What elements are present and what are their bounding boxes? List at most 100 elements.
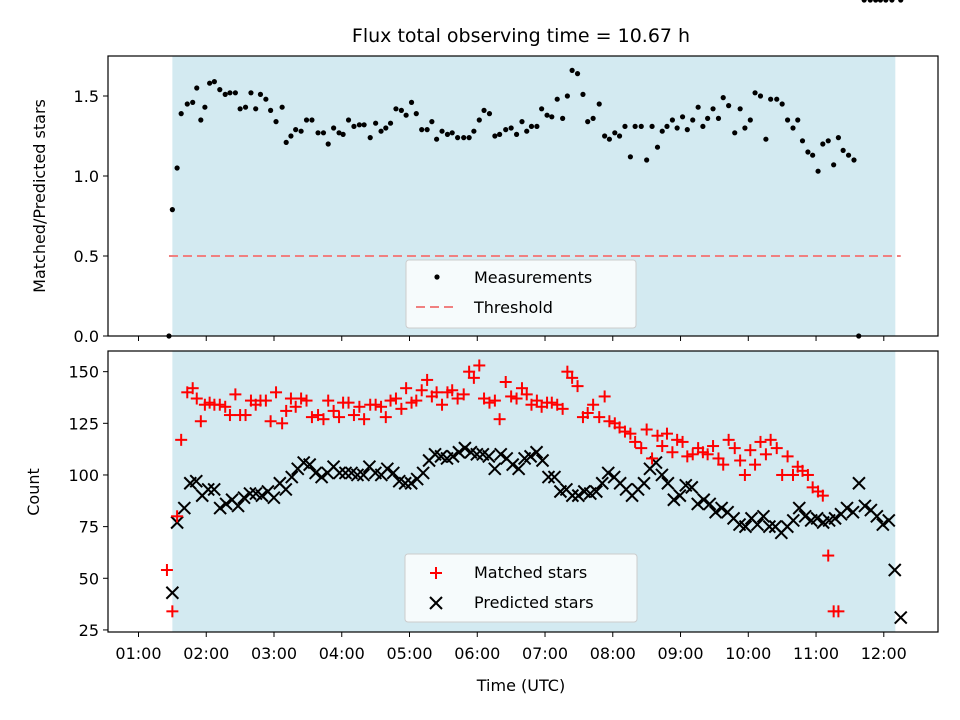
matched-star-marker [734, 454, 747, 467]
matched-star-marker [160, 564, 173, 577]
measurement-point [309, 117, 315, 123]
measurement-point [325, 141, 331, 147]
measurement-point [378, 128, 384, 134]
predicted-star-marker [595, 476, 609, 490]
predicted-star-marker [601, 466, 615, 480]
measurement-point [340, 131, 346, 137]
measurement-point [190, 99, 196, 105]
x-tick-label: 12:00 [861, 644, 907, 663]
x-tick-label: 09:00 [657, 644, 703, 663]
predicted-star-marker [314, 470, 329, 484]
measurement-point [288, 133, 294, 139]
matched-star-marker [640, 423, 653, 436]
predicted-star-marker [655, 468, 669, 482]
measurement-point [524, 128, 530, 134]
measurement-point [669, 117, 676, 123]
measurement-point [569, 67, 575, 73]
measurement-point [513, 131, 520, 137]
matched-star-marker [520, 388, 533, 401]
matched-star-marker [473, 359, 486, 372]
measurement-point [726, 103, 732, 109]
x-tick-label: 02:00 [183, 644, 229, 663]
predicted-star-marker [786, 513, 800, 528]
predicted-star-marker [189, 474, 203, 488]
predicted-star-marker [661, 476, 675, 490]
measurement-point [169, 207, 175, 213]
matched-star-marker [686, 448, 699, 461]
measurement-point [883, 0, 889, 3]
measurement-point [684, 127, 690, 133]
measurement-point [257, 91, 264, 97]
measurement-point [695, 104, 701, 110]
measurement-point [820, 141, 826, 147]
predicted-star-marker [243, 486, 257, 501]
matched-star-marker [305, 411, 318, 424]
matched-star-marker [701, 448, 714, 461]
measurement-point [503, 127, 509, 133]
measurement-point [877, 0, 884, 3]
matched-star-marker [707, 440, 720, 453]
legend-measurements-label: Measurements [474, 268, 592, 287]
measurement-point [486, 111, 493, 117]
top-x-ticks [137, 336, 885, 341]
measurement-point [248, 90, 254, 96]
measurement-point [373, 120, 379, 126]
matched-star-marker [717, 458, 730, 471]
y-tick-label: 125 [68, 414, 99, 433]
matched-star-marker [421, 373, 434, 386]
matched-star-marker [603, 415, 616, 428]
measurement-point [283, 139, 289, 145]
predicted-star-marker [792, 501, 806, 515]
measurement-point [747, 117, 753, 123]
matched-star-marker [744, 444, 757, 457]
matched-star-marker [722, 433, 735, 446]
measurement-point [528, 123, 535, 129]
measurement-point [732, 130, 738, 136]
predicted-star-marker [458, 441, 472, 455]
matched-star-marker [229, 388, 242, 401]
matched-star-marker [353, 400, 366, 413]
predicted-star-marker [380, 462, 395, 476]
y-tick-label: 0.5 [74, 247, 99, 266]
top-y-ticks: 0.0 0.5 1.0 1.5 [74, 87, 108, 346]
x-tick-label: 10:00 [725, 644, 771, 663]
matched-star-marker [666, 446, 679, 459]
x-axis-label: Time (UTC) [476, 676, 565, 695]
measurement-point [784, 117, 791, 123]
predicted-star-marker [219, 497, 233, 511]
measurement-point [873, 0, 879, 3]
measurement-point [361, 122, 367, 128]
matched-star-marker [190, 392, 203, 405]
measurement-point [705, 115, 711, 121]
measurement-point [715, 115, 722, 121]
predicted-star-marker [565, 488, 580, 503]
matched-star-marker [219, 400, 232, 413]
measurement-point [367, 135, 373, 141]
matched-star-marker [300, 394, 313, 407]
measurement-point [664, 123, 670, 129]
predicted-star-marker [870, 509, 884, 524]
matched-star-marker [395, 402, 408, 415]
measurement-point [336, 130, 342, 136]
predicted-star-marker [762, 519, 777, 534]
measurement-point [831, 162, 837, 168]
matched-star-marker [801, 468, 814, 481]
measurement-point [580, 91, 586, 97]
measurement-point [574, 71, 581, 77]
matched-star-marker [556, 402, 569, 415]
matched-star-marker [781, 450, 794, 463]
measurement-point [227, 90, 233, 96]
matched-star-marker [166, 605, 179, 618]
measurement-point [273, 119, 279, 125]
measurement-point [560, 115, 566, 121]
y-tick-label: 75 [79, 518, 99, 537]
measurement-point [790, 125, 796, 131]
measurement-point [564, 93, 570, 99]
predicted-star-marker [571, 488, 586, 503]
matched-star-marker [738, 468, 751, 481]
predicted-star-marker [529, 445, 544, 459]
matched-star-marker [493, 413, 506, 426]
matched-star-marker [239, 409, 252, 422]
measurement-point [476, 117, 482, 123]
measurement-point [606, 136, 612, 142]
